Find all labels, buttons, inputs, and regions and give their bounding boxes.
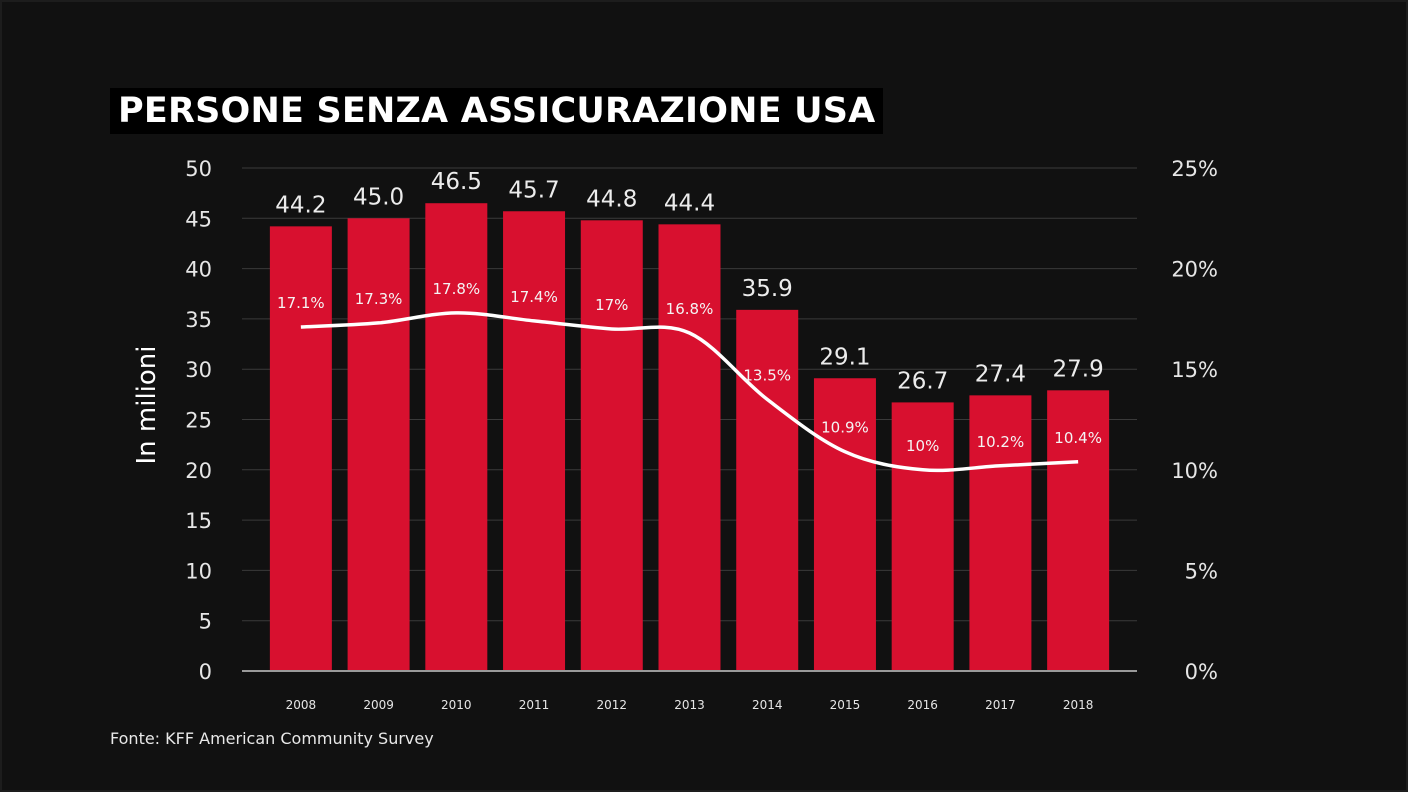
y-tick-label: 15 [185,509,212,533]
bar-value-label: 46.5 [431,169,482,195]
y-tick-label: 10 [185,559,212,583]
percent-value-label: 10.2% [977,433,1025,451]
bar [503,211,566,671]
percent-value-label: 17.4% [510,288,558,306]
percent-value-label: 10% [906,437,939,455]
bar-value-label: 44.4 [664,190,715,216]
y-tick-label: 20 [185,459,212,483]
bar-value-label: 27.4 [975,361,1026,387]
percent-value-label: 16.8% [666,300,714,318]
chart-title: PERSONE SENZA ASSICURAZIONE USA [110,88,884,134]
percent-value-label: 17.8% [432,280,480,298]
percent-value-label: 17.3% [355,290,403,308]
percent-line [300,311,1079,473]
y2-tick-label: 5% [1185,559,1218,583]
x-tick-label: 2011 [519,698,550,712]
y-tick-label: 40 [185,258,212,282]
y-tick-label: 25 [185,409,212,433]
bar [347,218,410,672]
bar [969,395,1032,671]
y-tick-label: 45 [185,207,212,231]
y-axis-label: In milioni [132,345,162,464]
percent-value-label: 10.4% [1054,429,1102,447]
y-tick-label: 35 [185,308,212,332]
percent-value-label: 17% [595,296,628,314]
y2-tick-label: 25% [1171,157,1218,181]
x-tick-label: 2009 [363,698,394,712]
bar-value-label: 45.0 [353,184,404,210]
bar [580,220,643,671]
bar-value-label: 44.8 [586,186,637,212]
bar [813,378,876,671]
bar [658,224,721,671]
bar-value-label: 35.9 [742,276,793,302]
x-tick-label: 2008 [286,698,317,712]
bar-value-label: 29.1 [819,344,870,370]
bar [1047,390,1110,671]
y-tick-label: 50 [185,157,212,181]
bar-value-label: 26.7 [897,368,948,394]
percent-value-label: 13.5% [743,366,791,384]
y2-tick-label: 20% [1171,258,1218,282]
x-tick-label: 2016 [907,698,938,712]
bar [425,203,488,671]
percent-value-label: 10.9% [821,419,869,437]
bar [891,402,954,671]
bar-value-label: 27.9 [1053,356,1104,382]
y2-tick-label: 10% [1171,459,1218,483]
x-tick-label: 2014 [752,698,783,712]
source-note: Fonte: KFF American Community Survey [110,729,434,748]
x-tick-label: 2017 [985,698,1016,712]
y2-tick-label: 15% [1171,358,1218,382]
x-tick-label: 2013 [674,698,705,712]
x-tick-label: 2018 [1063,698,1094,712]
y-tick-label: 30 [185,358,212,382]
y-tick-label: 5 [199,610,212,634]
bar [736,309,799,671]
bar [269,226,332,671]
bar-value-label: 44.2 [275,192,326,218]
bar-value-label: 45.7 [508,177,559,203]
y-tick-label: 0 [199,660,212,684]
x-tick-label: 2010 [441,698,472,712]
percent-value-label: 17.1% [277,294,325,312]
x-tick-label: 2012 [596,698,627,712]
y2-tick-label: 0% [1185,660,1218,684]
x-tick-label: 2015 [830,698,861,712]
